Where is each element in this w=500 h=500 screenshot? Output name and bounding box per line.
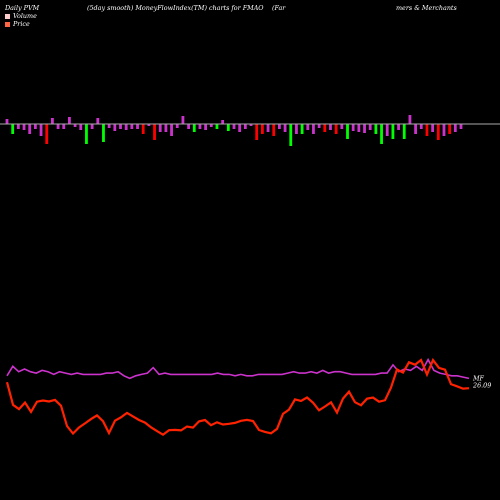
volume-bar [33,124,37,129]
volume-bar [323,124,327,132]
volume-bar [181,116,185,124]
volume-bar [283,124,287,132]
volume-bar [363,124,366,133]
volume-bar [374,124,378,134]
volume-bar [153,124,156,140]
volume-bar [391,124,395,139]
volume-bar [113,124,117,131]
volume-bar [312,124,315,134]
volume-bar [266,124,270,132]
volume-bar [255,124,259,140]
volume-bar [39,124,43,136]
volume-bar [73,124,77,127]
volume-bar [300,124,304,134]
volume-bar [62,124,66,129]
volume-bar [51,118,54,124]
volume-bar [170,124,173,136]
volume-bar [192,124,196,132]
price-line [5,357,470,437]
volume-bar [340,124,344,129]
volume-bar [431,124,435,132]
volume-bar [164,124,168,132]
chart-title-left: Daily PVM [5,4,40,12]
volume-bar [79,124,83,130]
volume-bar [272,124,276,136]
volume-bar [408,115,412,124]
volume-bar [28,124,32,134]
volume-bar [119,124,122,129]
legend-volume-swatch [5,13,10,19]
volume-bar [5,119,9,124]
volume-bar [442,124,446,136]
volume-bar [425,124,429,136]
chart-title-company-part1: (Far [272,4,286,12]
volume-bar [141,124,145,134]
volume-bar [351,124,355,131]
legend-volume: Volume [5,12,37,20]
chart-title-center: (5day smooth) MoneyFlowIndex(TM) charts … [87,4,264,12]
volume-bar [419,124,423,129]
volume-bar [90,124,94,129]
volume-bar [334,124,338,134]
volume-bar [289,124,293,146]
volume-bar [357,124,361,132]
volume-bar [459,124,463,129]
volume-bar [107,124,111,128]
volume-bar [436,124,440,140]
legend-price: Price [5,20,30,28]
volume-bar [102,124,105,142]
volume-bar [249,124,253,126]
volume-bar [215,124,219,129]
volume-bar [16,124,20,129]
volume-bar [238,124,242,132]
volume-bar [130,124,134,129]
volume-bar [346,124,349,139]
legend-volume-label: Volume [13,12,37,20]
volume-bar [68,117,71,124]
volume-bar [56,124,60,129]
volume-bar [136,124,139,129]
volume-bars [5,115,463,146]
volume-bar [158,124,162,132]
volume-bar [295,124,298,134]
volume-bar [22,124,26,130]
volume-bar [380,124,383,144]
volume-bar [204,124,208,130]
volume-bar [414,124,417,134]
chart-title-company-part2: mers & Merchants [396,4,457,12]
volume-bar [147,124,151,126]
volume-bar [453,124,457,132]
volume-bar [209,124,213,127]
volume-bar [175,124,179,128]
volume-bar [96,118,100,124]
volume-bar [85,124,88,144]
legend-price-label: Price [13,20,30,28]
volume-bar [397,124,400,130]
volume-bar [306,124,310,130]
volume-bar [226,124,230,131]
volume-bar [198,124,202,129]
volume-bar [402,124,406,139]
volume-bar [232,124,236,129]
volume-bar [385,124,389,136]
volume-bar [124,124,128,130]
price-last-value-label: 26.09 [472,381,491,389]
volume-bar [187,124,190,129]
volume-bar [243,124,247,129]
volume-bar [329,124,332,130]
mfi-last-value-label: MF [472,374,485,382]
volume-bar [260,124,264,134]
volume-bar [278,124,281,129]
mfi-line [6,357,470,380]
volume-bar [221,120,225,124]
volume-bar [11,124,15,134]
volume-bar [448,124,452,134]
legend-price-swatch [5,21,10,27]
volume-bar [45,124,49,144]
volume-bar [368,124,372,130]
volume-bar [317,124,321,128]
